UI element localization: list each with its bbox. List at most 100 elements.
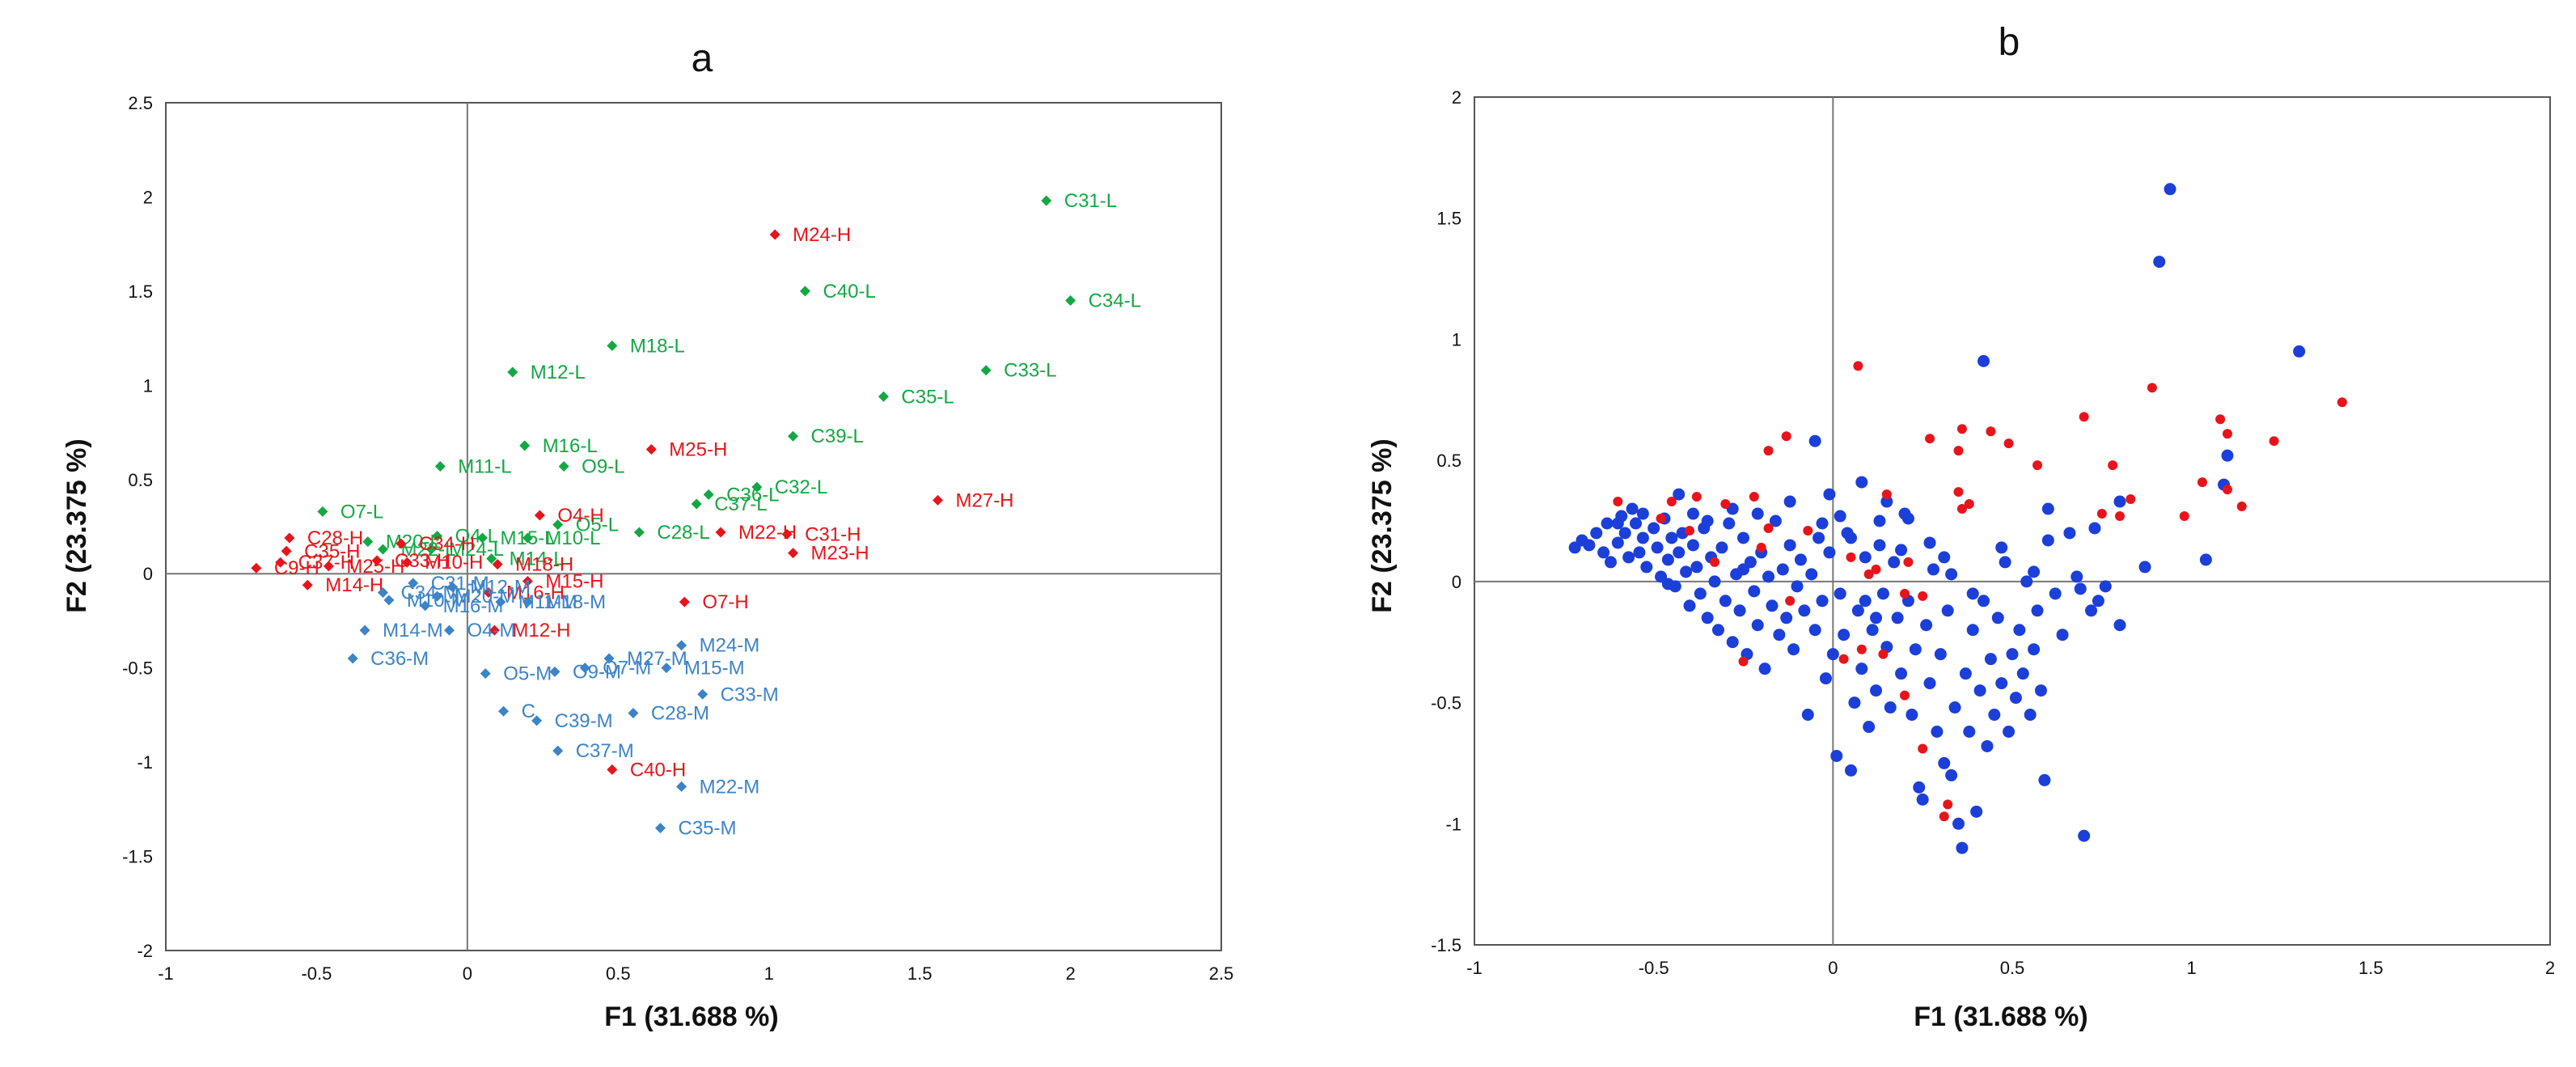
data-point-blue: [2024, 709, 2037, 722]
y-tick-label: -1: [137, 752, 153, 773]
data-point-marker: [425, 544, 437, 555]
data-point-blue: [1859, 595, 1872, 608]
data-point-label: M24-L: [449, 539, 504, 561]
data-point-blue: [1816, 595, 1829, 608]
data-point-label: M22-M: [700, 776, 760, 798]
data-point-label: O4-H: [557, 505, 603, 527]
data-point-label: M16-H: [506, 582, 565, 604]
data-point-marker: [383, 595, 395, 606]
data-point-red: [2003, 438, 2014, 449]
data-point-label: M15-M: [684, 658, 745, 680]
data-point-blue: [1941, 604, 1954, 617]
data-point-blue: [1916, 793, 1929, 806]
data-point-blue: [2016, 667, 2029, 680]
data-point-blue: [1597, 546, 1610, 559]
data-point-blue: [1898, 507, 1911, 520]
data-point-marker: [302, 579, 313, 591]
data-point-marker: [323, 561, 334, 572]
data-point-red: [1756, 542, 1766, 553]
data-point-blue: [1640, 561, 1653, 574]
data-point-blue: [2003, 726, 2016, 739]
data-point-label: O9-M: [573, 661, 621, 683]
data-point-red: [1738, 656, 1749, 667]
data-point-blue: [1719, 595, 1732, 608]
panel-a-y-ticks: -2 -1.5 -1 -0.5 0 0.5 1 1.5 2 2.5: [122, 93, 153, 961]
data-point-label: C39-M: [555, 710, 613, 732]
data-point-red: [2223, 429, 2232, 439]
data-point-label: M14-L: [510, 548, 565, 570]
data-point-label: M11-L: [458, 455, 511, 477]
data-point-marker: [628, 708, 639, 719]
data-point-label: O7-L: [341, 501, 383, 523]
data-point-blue: [2006, 648, 2019, 661]
data-point-blue: [1851, 604, 1864, 617]
data-point-marker: [558, 460, 569, 472]
data-point-blue: [1931, 726, 1944, 739]
data-point-label: M24-H: [793, 224, 851, 246]
data-point-blue: [1568, 541, 1581, 554]
data-point-blue: [1891, 612, 1904, 625]
data-point-label: M14-H: [325, 574, 383, 596]
data-point-blue: [1808, 434, 1821, 447]
data-point-blue: [1661, 553, 1674, 566]
data-point-red: [1785, 595, 1796, 606]
panel-a-points: C31-L C34-L C40-L C33-L C35-L M18-L M12-L C39-L…: [251, 190, 1141, 840]
data-point-blue: [1618, 527, 1631, 540]
data-point-blue: [1801, 709, 1814, 722]
data-point-label: C35-M: [678, 818, 736, 840]
data-point-blue: [1999, 556, 2011, 569]
data-point-blue: [1870, 612, 1883, 625]
data-point-marker: [408, 578, 419, 589]
data-point-blue: [1923, 677, 1936, 690]
data-point-red: [1781, 431, 1791, 442]
data-point-label: C33-L: [1004, 360, 1056, 382]
data-point-marker: [781, 528, 793, 540]
data-point-marker: [284, 532, 295, 544]
panel-b-x-axis-title: F1 (31.688 %): [1914, 1001, 2087, 1032]
data-point-label: O4-L: [455, 526, 498, 548]
x-tick-label: -0.5: [1639, 958, 1669, 978]
data-point-blue: [2221, 449, 2234, 462]
data-point-red: [2079, 412, 2089, 422]
data-point-marker: [788, 548, 799, 559]
data-point-blue: [1590, 527, 1603, 540]
data-point-blue: [1636, 507, 1649, 520]
data-point-label: M24-M: [700, 635, 760, 657]
data-point-blue: [1604, 556, 1617, 569]
data-point-blue: [2020, 575, 2033, 588]
data-point-marker: [443, 625, 455, 636]
y-tick-label: -1: [1445, 814, 1461, 834]
data-point-marker: [552, 519, 564, 531]
data-point-blue: [1823, 488, 1836, 501]
data-point-blue: [1694, 587, 1707, 600]
data-point-blue: [1651, 541, 1664, 554]
data-point-marker: [446, 582, 458, 593]
data-point-label: O7-H: [702, 591, 748, 613]
data-point-marker: [492, 559, 503, 570]
data-point-marker: [607, 340, 618, 351]
data-point-marker: [1065, 295, 1077, 307]
data-point-blue: [1648, 522, 1660, 535]
data-point-blue: [1715, 541, 1728, 554]
x-tick-label: 0.5: [606, 963, 631, 984]
data-point-marker: [251, 562, 262, 574]
data-point-blue: [1737, 563, 1749, 576]
data-point-blue: [1870, 684, 1883, 697]
data-point-blue: [1762, 570, 1775, 583]
data-point-blue: [2013, 624, 2026, 637]
data-point-blue: [1963, 726, 1976, 739]
data-point-blue: [1683, 599, 1696, 612]
data-point-marker: [486, 553, 497, 565]
data-point-blue: [1583, 539, 1596, 552]
data-point-red: [1964, 499, 1974, 510]
data-point-blue: [1952, 817, 1965, 830]
data-point-blue: [1769, 514, 1782, 527]
data-point-marker: [878, 391, 889, 402]
data-point-label: M10-L: [545, 527, 600, 549]
data-point-blue: [1848, 697, 1861, 709]
y-tick-label: 2: [143, 187, 153, 207]
x-tick-label: -1: [158, 963, 174, 984]
data-point-blue: [1776, 563, 1789, 576]
data-point-marker: [275, 557, 286, 568]
